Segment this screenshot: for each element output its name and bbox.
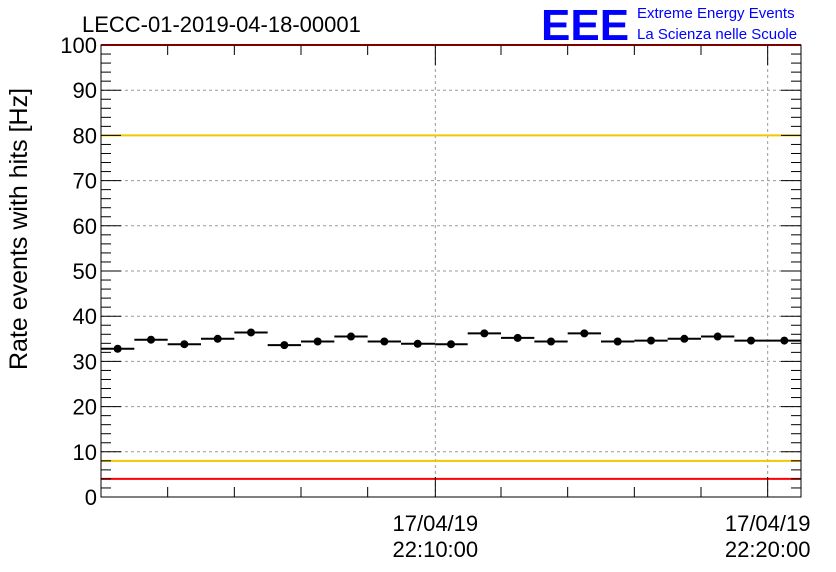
data-point — [701, 332, 735, 341]
data-marker — [313, 337, 322, 346]
y-tick-label: 30 — [73, 349, 97, 374]
data-points — [101, 328, 801, 353]
data-point — [201, 334, 235, 343]
data-point — [401, 339, 436, 348]
data-point — [301, 337, 335, 346]
data-point — [734, 336, 768, 345]
data-point — [367, 337, 401, 346]
data-marker — [513, 333, 522, 342]
data-point — [467, 329, 501, 338]
data-point — [767, 336, 801, 345]
threshold-lines — [101, 44, 801, 480]
data-marker — [680, 334, 689, 343]
data-marker — [113, 344, 122, 353]
data-marker — [413, 339, 422, 348]
data-point — [267, 341, 301, 350]
data-point — [567, 329, 601, 338]
data-marker — [547, 337, 555, 346]
y-tick-label: 90 — [73, 78, 97, 103]
data-point — [101, 344, 135, 353]
data-point — [234, 328, 268, 337]
data-point — [334, 332, 368, 341]
y-tick-label: 100 — [60, 33, 97, 58]
logo-line-1: Extreme Energy Events — [637, 5, 795, 22]
data-marker — [747, 336, 755, 345]
y-tick-label: 20 — [73, 395, 97, 420]
y-tick-label: 60 — [73, 214, 97, 239]
x-tick-label-time: 22:20:00 — [725, 537, 811, 562]
y-tick-label: 50 — [73, 259, 97, 284]
data-marker — [713, 332, 722, 341]
data-point — [534, 337, 568, 346]
data-marker — [480, 329, 489, 338]
data-point — [134, 335, 168, 344]
data-marker — [580, 329, 589, 338]
data-point — [634, 336, 668, 345]
x-tick-label-date: 17/04/19 — [393, 511, 479, 536]
data-point — [601, 337, 635, 346]
data-marker — [280, 341, 289, 350]
y-tick-label: 0 — [85, 485, 97, 510]
y-tick-label: 10 — [73, 440, 97, 465]
data-point — [667, 334, 701, 343]
data-point — [501, 333, 535, 342]
y-tick-label: 70 — [73, 169, 97, 194]
data-marker — [213, 334, 222, 343]
y-tick-label: 40 — [73, 304, 97, 329]
data-marker — [180, 340, 189, 349]
y-tick-label: 80 — [73, 123, 97, 148]
data-marker — [780, 336, 789, 345]
data-point — [435, 340, 468, 349]
data-marker — [347, 332, 355, 341]
logo-line-2: La Scienza nelle Scuole — [637, 26, 797, 43]
data-marker — [647, 336, 655, 345]
data-point — [167, 340, 201, 349]
x-tick-label-date: 17/04/19 — [725, 511, 811, 536]
data-marker — [447, 340, 455, 349]
data-marker — [147, 335, 155, 344]
chart-title: LECC-01-2019-04-18-00001 — [82, 12, 361, 37]
logo-mark: EEE — [541, 1, 629, 50]
axes: 010203040506070809010017/04/1922:10:0017… — [60, 33, 810, 562]
grid — [101, 45, 801, 497]
eee-logo: EEE Extreme Energy Events La Scienza nel… — [541, 1, 797, 50]
y-axis-title: Rate events with hits [Hz] — [5, 88, 33, 370]
data-marker — [613, 337, 622, 346]
x-tick-label-time: 22:10:00 — [393, 537, 479, 562]
data-marker — [247, 328, 255, 337]
data-marker — [380, 337, 389, 346]
